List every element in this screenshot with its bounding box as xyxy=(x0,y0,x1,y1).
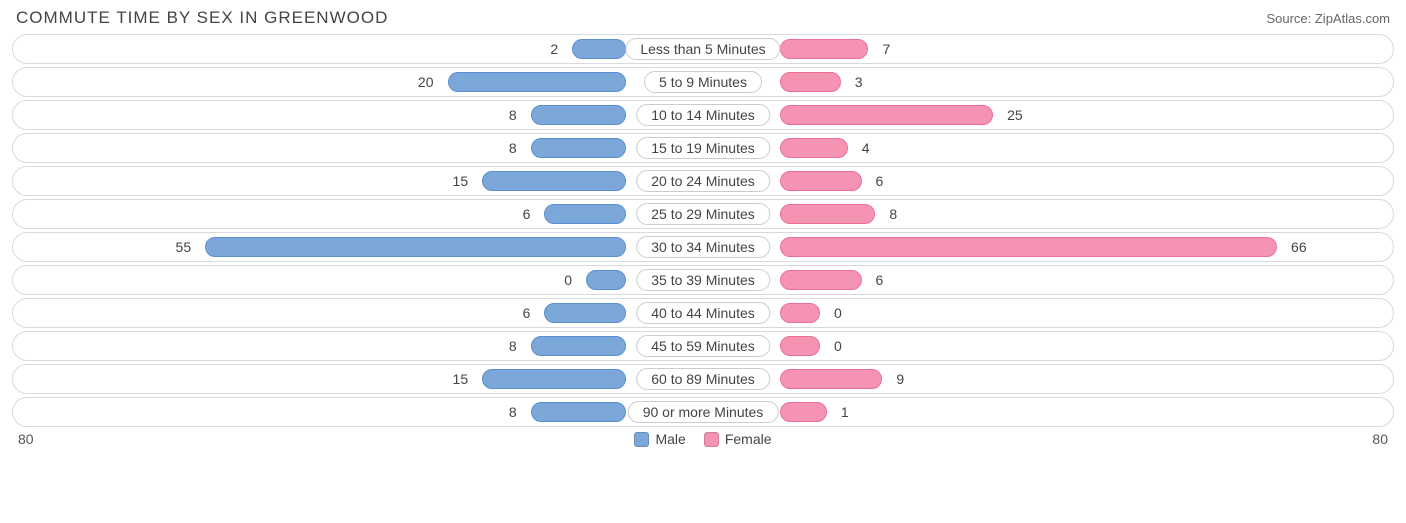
chart-row: 6 0 40 to 44 Minutes xyxy=(12,298,1394,328)
axis-max-left: 80 xyxy=(18,431,34,447)
male-value: 6 xyxy=(523,299,531,328)
male-bar xyxy=(531,105,626,125)
female-value: 9 xyxy=(896,365,904,394)
category-label: 5 to 9 Minutes xyxy=(644,71,762,93)
category-label: 15 to 19 Minutes xyxy=(636,137,770,159)
female-bar xyxy=(780,270,862,290)
male-value: 8 xyxy=(509,398,517,427)
category-label: 60 to 89 Minutes xyxy=(636,368,770,390)
male-bar xyxy=(572,39,626,59)
male-bar xyxy=(531,138,626,158)
category-label: 40 to 44 Minutes xyxy=(636,302,770,324)
category-label: 20 to 24 Minutes xyxy=(636,170,770,192)
female-value: 0 xyxy=(834,299,842,328)
male-value: 6 xyxy=(523,200,531,229)
male-value: 55 xyxy=(176,233,192,262)
female-value: 6 xyxy=(876,167,884,196)
chart-rows: 2 7 Less than 5 Minutes 20 3 5 to 9 Minutes 8 2… xyxy=(12,34,1394,427)
female-value: 25 xyxy=(1007,101,1023,130)
female-bar xyxy=(780,138,848,158)
legend-item-female: Female xyxy=(704,431,772,447)
chart-row: 8 4 15 to 19 Minutes xyxy=(12,133,1394,163)
category-label: Less than 5 Minutes xyxy=(625,38,780,60)
female-bar xyxy=(780,171,862,191)
chart-title: COMMUTE TIME BY SEX IN GREENWOOD xyxy=(16,8,388,28)
male-bar xyxy=(482,171,626,191)
axis-max-right: 80 xyxy=(1372,431,1388,447)
male-value: 8 xyxy=(509,332,517,361)
female-value: 0 xyxy=(834,332,842,361)
male-bar xyxy=(205,237,626,257)
male-bar xyxy=(544,303,626,323)
female-value: 8 xyxy=(889,200,897,229)
chart-row: 8 0 45 to 59 Minutes xyxy=(12,331,1394,361)
female-bar xyxy=(780,105,993,125)
chart-row: 2 7 Less than 5 Minutes xyxy=(12,34,1394,64)
female-bar xyxy=(780,303,820,323)
legend: Male Female xyxy=(634,431,771,447)
female-value: 4 xyxy=(862,134,870,163)
male-value: 15 xyxy=(453,365,469,394)
category-label: 90 or more Minutes xyxy=(628,401,779,423)
male-value: 0 xyxy=(564,266,572,295)
female-value: 66 xyxy=(1291,233,1307,262)
chart-header: COMMUTE TIME BY SEX IN GREENWOOD Source:… xyxy=(12,8,1394,34)
male-bar xyxy=(482,369,626,389)
chart-row: 20 3 5 to 9 Minutes xyxy=(12,67,1394,97)
female-value: 3 xyxy=(855,68,863,97)
male-bar xyxy=(531,402,626,422)
legend-item-male: Male xyxy=(634,431,685,447)
male-value: 20 xyxy=(418,68,434,97)
legend-label-female: Female xyxy=(725,431,772,447)
chart-row: 8 25 10 to 14 Minutes xyxy=(12,100,1394,130)
category-label: 10 to 14 Minutes xyxy=(636,104,770,126)
chart-row: 6 8 25 to 29 Minutes xyxy=(12,199,1394,229)
male-value: 2 xyxy=(550,35,558,64)
female-value: 6 xyxy=(876,266,884,295)
chart-row: 0 6 35 to 39 Minutes xyxy=(12,265,1394,295)
legend-swatch-female xyxy=(704,432,719,447)
male-bar xyxy=(586,270,626,290)
chart-footer: 80 Male Female 80 xyxy=(12,427,1394,447)
female-value: 1 xyxy=(841,398,849,427)
male-bar xyxy=(544,204,626,224)
female-bar xyxy=(780,204,875,224)
male-bar xyxy=(448,72,627,92)
category-label: 45 to 59 Minutes xyxy=(636,335,770,357)
male-bar xyxy=(531,336,626,356)
chart-source: Source: ZipAtlas.com xyxy=(1266,11,1390,26)
chart-row: 8 1 90 or more Minutes xyxy=(12,397,1394,427)
male-value: 15 xyxy=(453,167,469,196)
chart-row: 55 66 30 to 34 Minutes xyxy=(12,232,1394,262)
female-bar xyxy=(780,72,841,92)
male-value: 8 xyxy=(509,101,517,130)
legend-label-male: Male xyxy=(655,431,685,447)
category-label: 25 to 29 Minutes xyxy=(636,203,770,225)
male-value: 8 xyxy=(509,134,517,163)
female-bar xyxy=(780,369,882,389)
chart-row: 15 9 60 to 89 Minutes xyxy=(12,364,1394,394)
female-value: 7 xyxy=(882,35,890,64)
chart-row: 15 6 20 to 24 Minutes xyxy=(12,166,1394,196)
category-label: 35 to 39 Minutes xyxy=(636,269,770,291)
legend-swatch-male xyxy=(634,432,649,447)
female-bar xyxy=(780,237,1277,257)
category-label: 30 to 34 Minutes xyxy=(636,236,770,258)
female-bar xyxy=(780,336,820,356)
female-bar xyxy=(780,402,827,422)
female-bar xyxy=(780,39,868,59)
butterfly-chart: COMMUTE TIME BY SEX IN GREENWOOD Source:… xyxy=(0,0,1406,523)
